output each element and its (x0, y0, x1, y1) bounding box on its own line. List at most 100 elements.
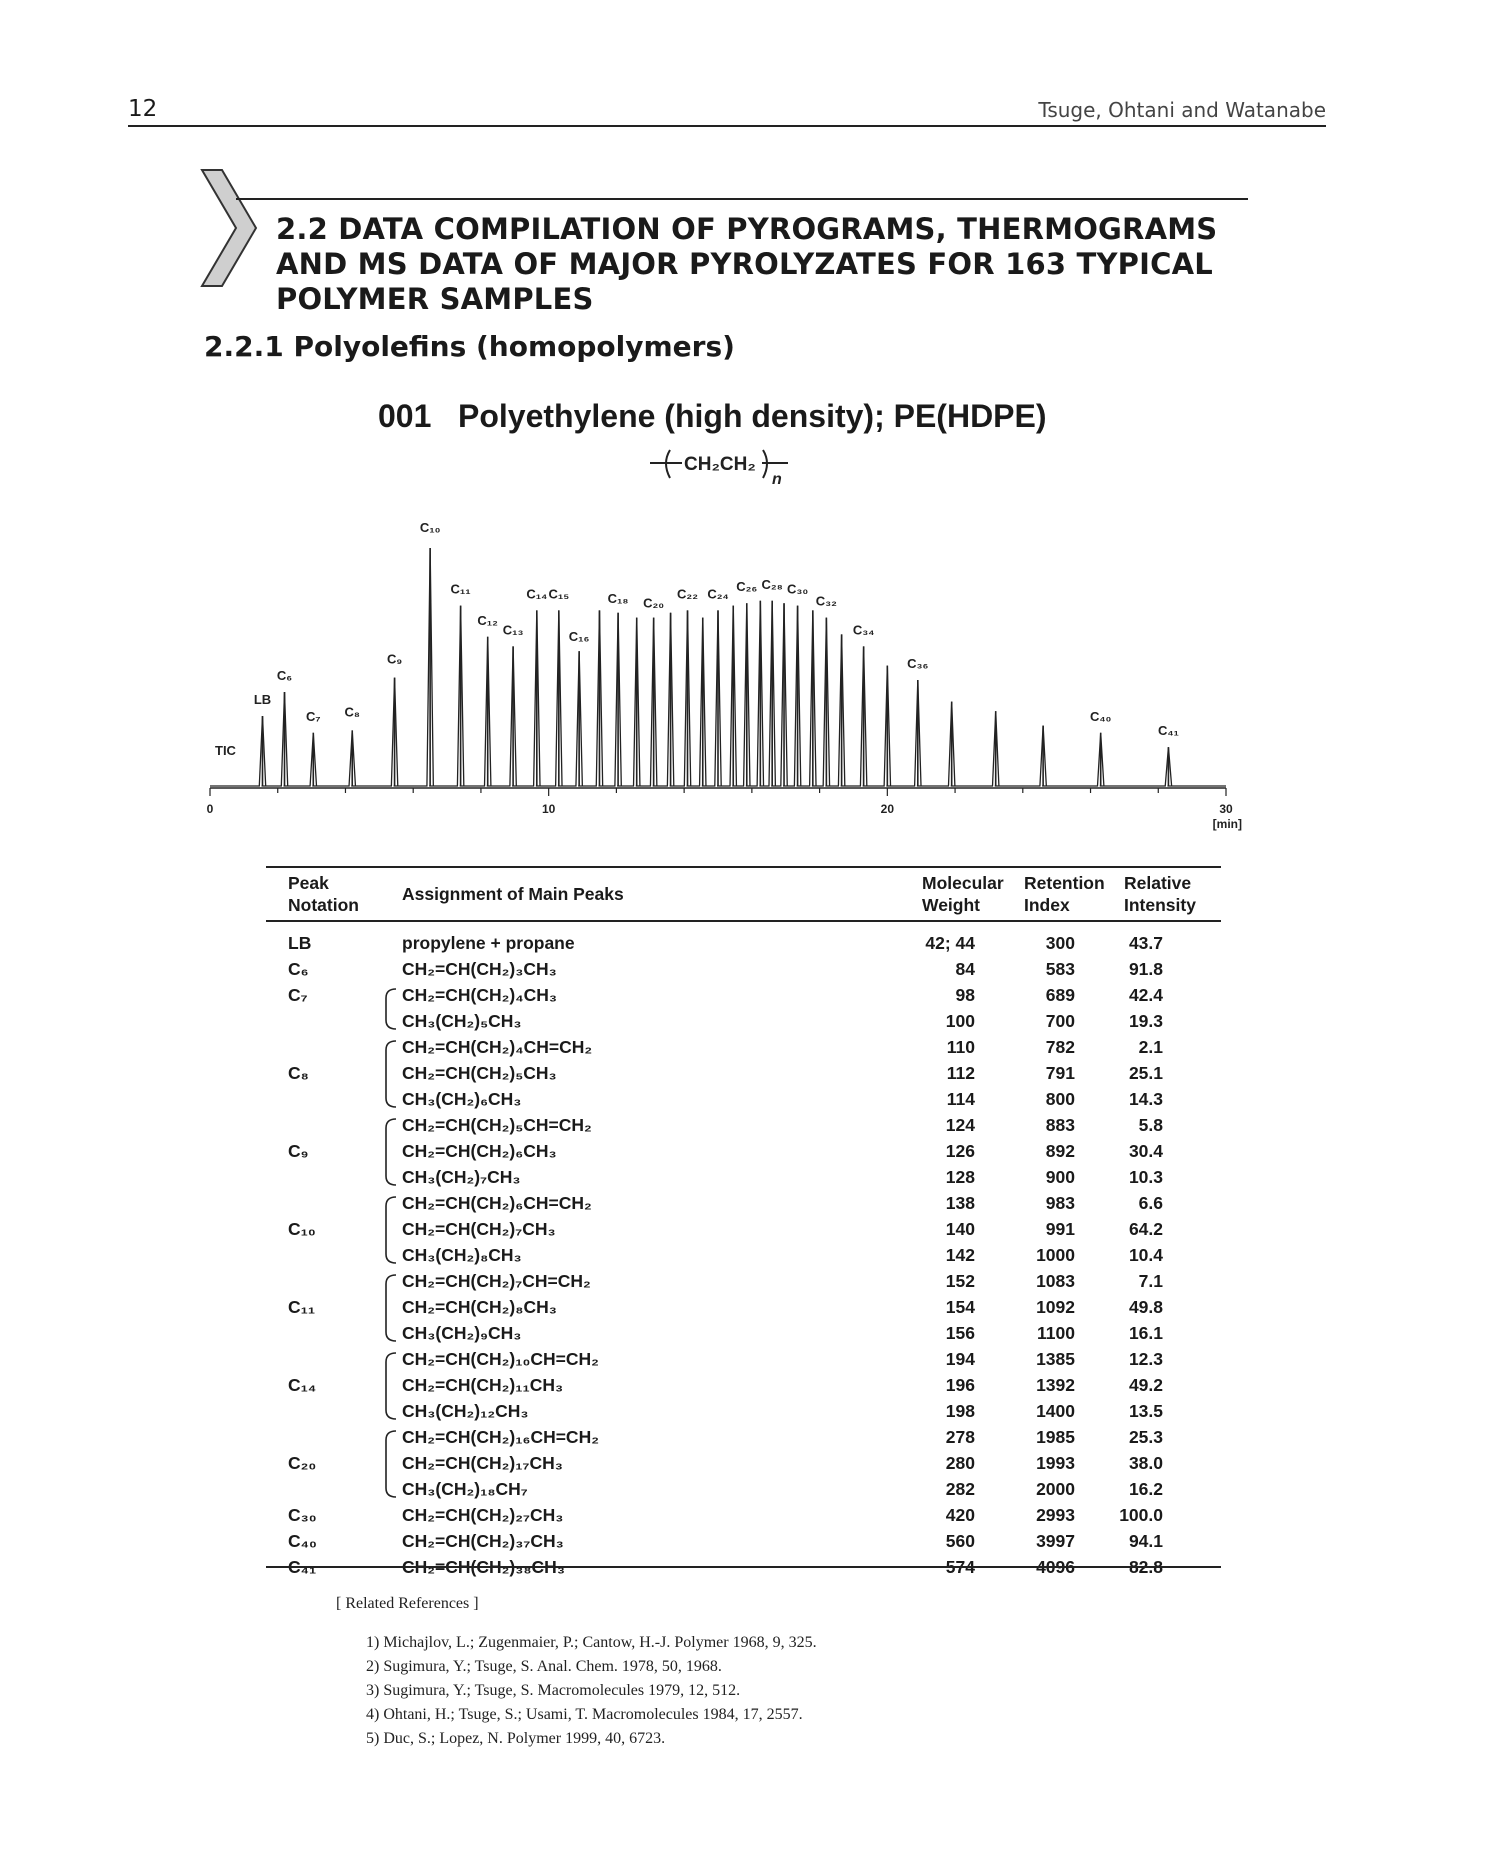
group-brace (385, 1274, 397, 1342)
table-bottom-rule (266, 1566, 1221, 1568)
reference-item: 2) Sugimura, Y.; Tsuge, S. Anal. Chem. 1… (366, 1658, 722, 1675)
table-row: LB propylene + propane 42; 44 300 43.7 (266, 930, 1221, 956)
cell-molecular-weight: 126 (945, 1141, 975, 1161)
peak-label: C₃₄ (853, 622, 875, 637)
table-header-rule (266, 920, 1221, 922)
sample-title: 001 Polyethylene (high density); PE(HDPE) (378, 398, 1047, 435)
cell-relative-intensity: 38.0 (1128, 1453, 1163, 1473)
table-row: CH₂=CH(CH₂)₄CH=CH₂ 110 782 2.1 (266, 1034, 1221, 1060)
cell-relative-intensity: 6.6 (1138, 1193, 1163, 1213)
cell-assignment: CH₂=CH(CH₂)₃CH₃ (402, 959, 557, 979)
table-row: C₉ CH₂=CH(CH₂)₆CH₃ 126 892 30.4 (266, 1138, 1221, 1164)
table-row: CH₃(CH₂)₈CH₃ 142 1000 10.4 (266, 1242, 1221, 1268)
cell-molecular-weight: 98 (955, 985, 975, 1005)
cell-peak-notation: C₄₀ (288, 1531, 317, 1551)
peak-label: C₄₁ (1158, 723, 1179, 738)
cell-relative-intensity: 19.3 (1128, 1011, 1163, 1031)
header-relative-intensity: Relative Intensity (1124, 873, 1196, 915)
cell-assignment: CH₂=CH(CH₂)₆CH=CH₂ (402, 1193, 592, 1213)
peak-label: C₁₆ (569, 629, 590, 644)
cell-relative-intensity: 2.1 (1138, 1037, 1163, 1057)
cell-assignment: CH₂=CH(CH₂)₄CH₃ (402, 985, 557, 1005)
cell-retention-index: 2000 (1036, 1479, 1075, 1499)
repeat-unit-formula: CH₂CH₂ n (650, 449, 788, 488)
cell-molecular-weight: 560 (945, 1531, 975, 1551)
cell-molecular-weight: 110 (946, 1037, 975, 1057)
cell-retention-index: 991 (1045, 1219, 1075, 1239)
cell-relative-intensity: 42.4 (1128, 985, 1163, 1005)
cell-relative-intensity: 16.2 (1128, 1479, 1163, 1499)
header-retention-index: Retention Index (1024, 873, 1105, 915)
table-row: C₃₀ CH₂=CH(CH₂)₂₇CH₃ 420 2993 100.0 (266, 1502, 1221, 1528)
cell-peak-notation: C₂₀ (288, 1453, 317, 1473)
cell-assignment: CH₃(CH₂)₅CH₃ (402, 1011, 522, 1031)
repeat-unit-subscript: n (772, 471, 782, 488)
x-tick-label: 30 (1219, 802, 1233, 816)
cell-retention-index: 1993 (1036, 1453, 1075, 1473)
peak-label: C₄₀ (1090, 709, 1112, 724)
cell-relative-intensity: 49.2 (1128, 1375, 1163, 1395)
cell-retention-index: 2993 (1036, 1505, 1075, 1525)
cell-retention-index: 800 (1045, 1089, 1075, 1109)
x-tick-label: 0 (207, 802, 214, 816)
header-rule (128, 125, 1326, 127)
table-row: C₂₀ CH₂=CH(CH₂)₁₇CH₃ 280 1993 38.0 (266, 1450, 1221, 1476)
cell-assignment: CH₂=CH(CH₂)₅CH₃ (402, 1063, 557, 1083)
cell-peak-notation: LB (288, 933, 312, 953)
cell-relative-intensity: 25.1 (1128, 1063, 1163, 1083)
cell-retention-index: 883 (1045, 1115, 1075, 1135)
cell-retention-index: 1385 (1036, 1349, 1075, 1369)
cell-molecular-weight: 420 (945, 1505, 975, 1525)
cell-relative-intensity: 16.1 (1128, 1323, 1163, 1343)
cell-retention-index: 1000 (1036, 1245, 1075, 1265)
cell-relative-intensity: 12.3 (1128, 1349, 1163, 1369)
peak-label: C₁₅ (548, 586, 569, 601)
peak-label: C₈ (344, 704, 359, 719)
peak-label: C₃₆ (907, 656, 928, 671)
cell-peak-notation: C₁₄ (288, 1375, 317, 1395)
table-row: CH₃(CH₂)₉CH₃ 156 1100 16.1 (266, 1320, 1221, 1346)
table-row: CH₃(CH₂)₇CH₃ 128 900 10.3 (266, 1164, 1221, 1190)
peak-label: C₁₂ (477, 613, 498, 628)
cell-retention-index: 583 (1045, 959, 1075, 979)
cell-molecular-weight: 280 (945, 1453, 975, 1473)
cell-peak-notation: C₆ (288, 959, 309, 979)
cell-assignment: CH₂=CH(CH₂)₅CH=CH₂ (402, 1115, 592, 1135)
cell-molecular-weight: 84 (955, 959, 975, 979)
group-brace (385, 1118, 397, 1186)
tic-trace (210, 547, 1226, 787)
reference-item: 5) Duc, S.; Lopez, N. Polymer 1999, 40, … (366, 1730, 666, 1747)
peak-label: C₁₀ (420, 520, 441, 535)
group-brace (385, 1040, 397, 1108)
running-head: Tsuge, Ohtani and Watanabe (1038, 98, 1326, 122)
cell-assignment: CH₂=CH(CH₂)₄CH=CH₂ (402, 1037, 593, 1057)
cell-retention-index: 1100 (1037, 1323, 1075, 1343)
cell-molecular-weight: 114 (946, 1089, 975, 1109)
cell-molecular-weight: 142 (945, 1245, 975, 1265)
cell-relative-intensity: 94.1 (1128, 1531, 1163, 1551)
cell-retention-index: 300 (1045, 933, 1075, 953)
repeat-unit-text: CH₂CH₂ (684, 454, 756, 475)
section-title: 2.2 DATA COMPILATION OF PYROGRAMS, THERM… (276, 212, 1218, 316)
table-row: CH₂=CH(CH₂)₁₆CH=CH₂ 278 1985 25.3 (266, 1424, 1221, 1450)
cell-assignment: CH₂=CH(CH₂)₇CH=CH₂ (402, 1271, 591, 1291)
table-row: C₄₀ CH₂=CH(CH₂)₃₇CH₃ 560 3997 94.1 (266, 1528, 1221, 1554)
subsection-title: 2.2.1 Polyolefins (homopolymers) (204, 330, 735, 363)
table-row: CH₃(CH₂)₆CH₃ 114 800 14.3 (266, 1086, 1221, 1112)
cell-retention-index: 983 (1045, 1193, 1075, 1213)
page-number: 12 (128, 96, 158, 122)
cell-molecular-weight: 194 (945, 1349, 975, 1369)
cell-retention-index: 1985 (1036, 1427, 1075, 1447)
cell-molecular-weight: 100 (945, 1011, 975, 1031)
cell-molecular-weight: 152 (945, 1271, 975, 1291)
cell-retention-index: 892 (1045, 1141, 1075, 1161)
cell-assignment: CH₂=CH(CH₂)₃₇CH₃ (402, 1531, 564, 1551)
peak-label: C₂₆ (736, 579, 757, 594)
cell-molecular-weight: 198 (945, 1401, 975, 1421)
cell-assignment: CH₃(CH₂)₆CH₃ (402, 1089, 522, 1109)
cell-assignment: propylene + propane (402, 933, 575, 953)
cell-relative-intensity: 49.8 (1128, 1297, 1163, 1317)
cell-peak-notation: C₇ (288, 985, 308, 1005)
peak-label: C₁₄ (526, 586, 547, 601)
cell-assignment: CH₃(CH₂)₈CH₃ (402, 1245, 522, 1265)
